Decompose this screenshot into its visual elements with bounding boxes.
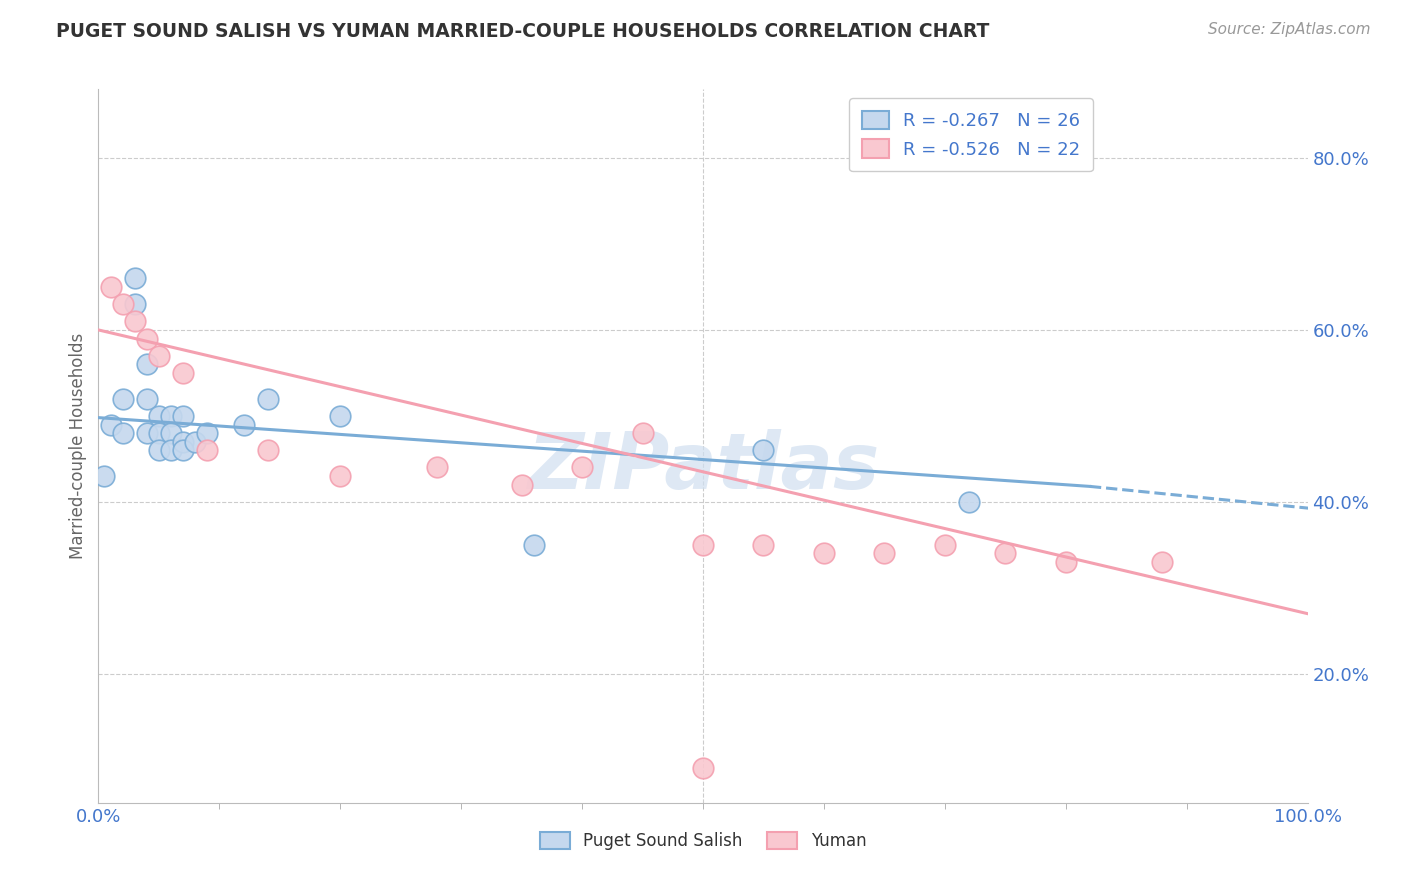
Point — [195, 426, 218, 441]
Point — [124, 314, 146, 328]
Point — [510, 477, 533, 491]
Text: Source: ZipAtlas.com: Source: ZipAtlas.com — [1208, 22, 1371, 37]
Point — [148, 443, 170, 458]
Y-axis label: Married-couple Households: Married-couple Households — [69, 333, 87, 559]
Point — [329, 469, 352, 483]
Point — [124, 271, 146, 285]
Point — [692, 538, 714, 552]
Point — [100, 280, 122, 294]
Point — [329, 409, 352, 423]
Point — [124, 297, 146, 311]
Point — [752, 443, 775, 458]
Point — [426, 460, 449, 475]
Point — [148, 409, 170, 423]
Point — [256, 443, 278, 458]
Point — [172, 366, 194, 380]
Point — [135, 332, 157, 346]
Point — [813, 546, 835, 560]
Point — [148, 349, 170, 363]
Point — [631, 426, 654, 441]
Point — [111, 392, 134, 406]
Point — [1152, 555, 1174, 569]
Point — [111, 297, 134, 311]
Point — [873, 546, 896, 560]
Text: PUGET SOUND SALISH VS YUMAN MARRIED-COUPLE HOUSEHOLDS CORRELATION CHART: PUGET SOUND SALISH VS YUMAN MARRIED-COUP… — [56, 22, 990, 41]
Point — [256, 392, 278, 406]
Point — [93, 469, 115, 483]
Point — [752, 538, 775, 552]
Point — [148, 426, 170, 441]
Point — [135, 426, 157, 441]
Point — [160, 443, 183, 458]
Point — [184, 434, 207, 449]
Text: ZIPatlas: ZIPatlas — [527, 429, 879, 506]
Point — [571, 460, 593, 475]
Point — [172, 434, 194, 449]
Point — [111, 426, 134, 441]
Point — [994, 546, 1017, 560]
Point — [135, 392, 157, 406]
Point — [957, 495, 980, 509]
Point — [523, 538, 546, 552]
Point — [934, 538, 956, 552]
Point — [135, 357, 157, 371]
Point — [172, 443, 194, 458]
Point — [232, 417, 254, 432]
Point — [1054, 555, 1077, 569]
Point — [100, 417, 122, 432]
Point — [195, 443, 218, 458]
Point — [160, 426, 183, 441]
Point — [692, 761, 714, 775]
Point — [160, 409, 183, 423]
Point — [172, 409, 194, 423]
Legend: Puget Sound Salish, Yuman: Puget Sound Salish, Yuman — [531, 824, 875, 859]
